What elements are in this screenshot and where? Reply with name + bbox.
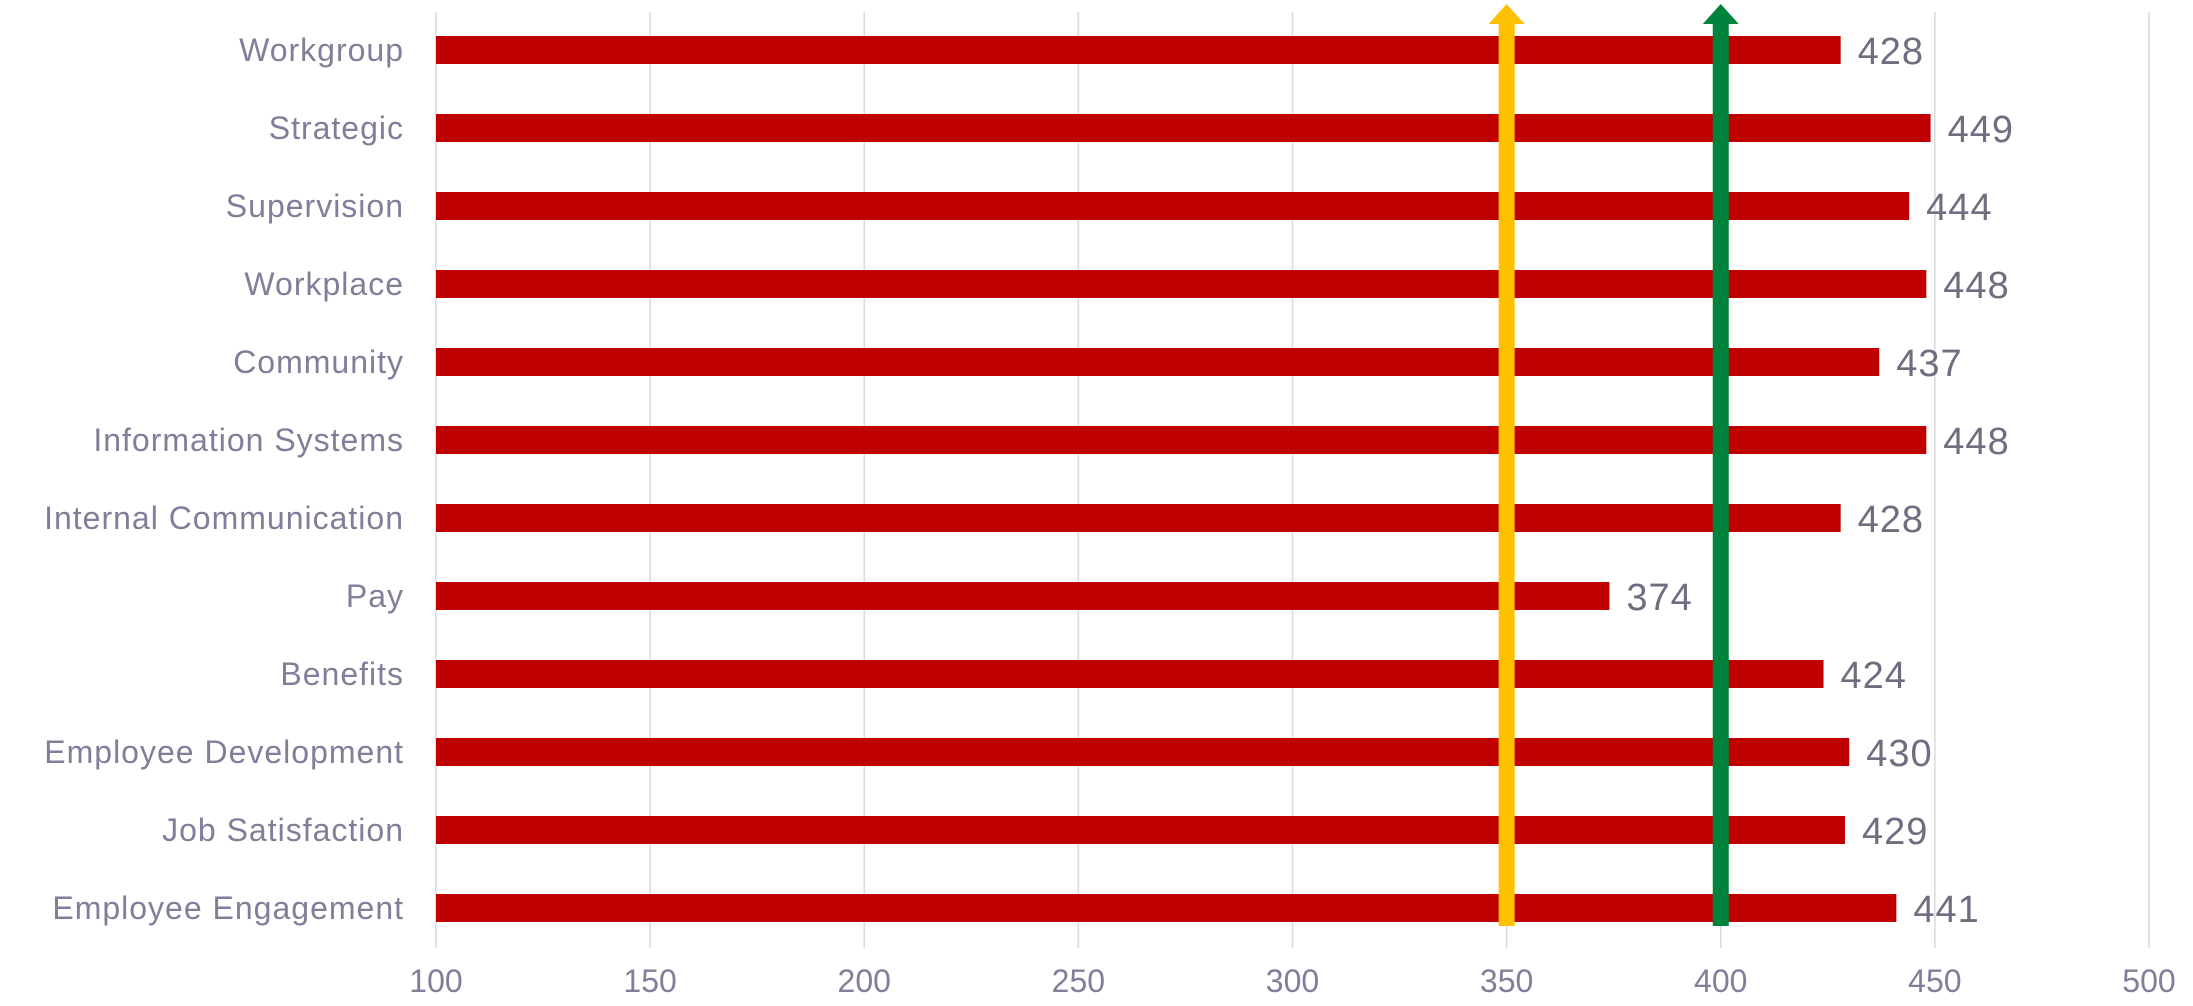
arrow-up-icon [1702,4,1739,24]
reference-line [1488,4,1525,926]
arrow-up-icon [1488,4,1525,24]
x-tick-label: 200 [838,963,891,999]
category-label: Pay [346,578,404,614]
reference-line-shaft [1498,22,1515,926]
x-tick-label: 450 [1908,963,1961,999]
data-label: 448 [1943,421,2009,463]
x-axis-tick-labels: 100 150 200 250 300 350 400 450 500 [409,963,2175,999]
data-label: 428 [1858,499,1924,541]
data-label: 374 [1626,577,1692,619]
bar [436,504,1841,532]
reference-lines [1488,4,1739,926]
data-label: 448 [1943,265,2009,307]
category-label: Job Satisfaction [162,812,404,848]
bars [436,36,1931,922]
grid-lines [435,12,2150,948]
category-labels: Workgroup Strategic Supervision Workplace Co… [44,32,404,926]
bar [436,894,1897,922]
category-label: Community [233,344,404,380]
reference-line [1702,4,1739,926]
bar [436,348,1880,376]
bar [436,192,1910,220]
category-label: Internal Communication [44,500,404,536]
bar [436,114,1931,142]
category-label: Workplace [244,266,404,302]
data-label: 424 [1841,655,1907,697]
category-label: Supervision [226,188,404,224]
data-labels: 428 449 444 448 437 448 428 374 424 430 429 441 [1626,31,2014,931]
data-label: 449 [1948,109,2014,151]
bar [436,738,1850,766]
bar [436,816,1845,844]
reference-line-shaft [1712,22,1729,926]
x-tick-label: 500 [2122,963,2175,999]
category-label: Information Systems [93,422,404,458]
bar [436,426,1927,454]
x-tick-label: 100 [409,963,462,999]
x-tick-label: 300 [1266,963,1319,999]
x-tick-label: 150 [623,963,676,999]
category-label: Employee Development [44,734,404,770]
data-label: 441 [1913,889,1979,931]
category-label: Employee Engagement [52,890,404,926]
data-label: 444 [1926,187,1992,229]
category-label: Workgroup [239,32,404,68]
bar [436,36,1841,64]
x-tick-label: 250 [1052,963,1105,999]
category-label: Strategic [269,110,404,146]
data-label: 437 [1896,343,1962,385]
data-label: 429 [1862,811,1928,853]
bar [436,270,1927,298]
category-label: Benefits [280,656,404,692]
bar [436,582,1610,610]
bar [436,660,1824,688]
data-label: 428 [1858,31,1924,73]
x-tick-label: 400 [1694,963,1747,999]
data-label: 430 [1866,733,1932,775]
x-tick-label: 350 [1480,963,1533,999]
